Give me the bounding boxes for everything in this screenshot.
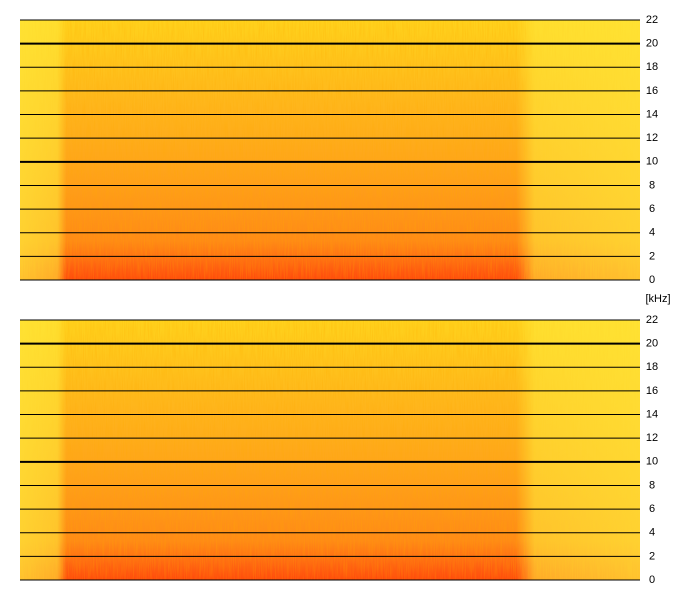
y-tick-label: 12 — [646, 132, 658, 144]
y-tick-label: 22 — [646, 14, 658, 26]
spectrogram-edge-tint — [20, 320, 640, 580]
y-tick-label: 16 — [646, 85, 658, 97]
y-tick-label: 22 — [646, 314, 658, 326]
y-tick-label: 8 — [649, 179, 655, 191]
y-tick-label: 4 — [649, 227, 655, 239]
y-tick-label: 10 — [646, 456, 658, 468]
y-tick-label: 8 — [649, 479, 655, 491]
y-tick-label: 4 — [649, 527, 655, 539]
y-tick-label: 14 — [646, 408, 658, 420]
y-tick-label: 2 — [649, 550, 655, 562]
y-tick-label: 12 — [646, 432, 658, 444]
y-tick-label: 18 — [646, 361, 658, 373]
y-tick-label: 20 — [646, 38, 658, 50]
y-tick-label: 0 — [649, 274, 655, 286]
y-tick-label: 18 — [646, 61, 658, 73]
y-tick-label: 16 — [646, 385, 658, 397]
y-tick-label: 2 — [649, 250, 655, 262]
y-tick-label: 0 — [649, 574, 655, 586]
y-tick-label: 10 — [646, 156, 658, 168]
y-tick-label: 14 — [646, 108, 658, 120]
y-tick-label: 6 — [649, 503, 655, 515]
y-tick-label: 6 — [649, 203, 655, 215]
y-axis-label: [kHz] — [645, 293, 670, 305]
y-tick-label: 20 — [646, 338, 658, 350]
spectrogram-edge-tint — [20, 20, 640, 280]
